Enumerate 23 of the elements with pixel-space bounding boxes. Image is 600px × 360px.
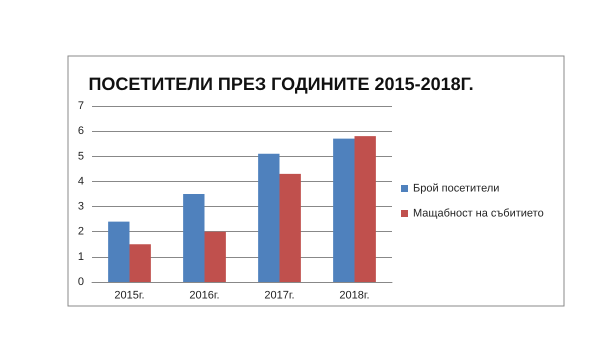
y-tick-label: 3 bbox=[78, 200, 84, 213]
bar bbox=[204, 232, 226, 282]
x-tick-label: 2016г. bbox=[189, 290, 220, 302]
y-tick-label: 0 bbox=[78, 276, 84, 288]
x-tick-label: 2017г. bbox=[264, 290, 295, 302]
bar bbox=[258, 154, 280, 282]
y-tick-label: 7 bbox=[78, 100, 84, 112]
y-tick-label: 2 bbox=[78, 226, 84, 238]
bar bbox=[280, 174, 301, 282]
bar bbox=[130, 244, 151, 282]
y-tick-label: 5 bbox=[78, 150, 84, 162]
y-tick-label: 4 bbox=[78, 175, 84, 188]
bar bbox=[183, 194, 204, 282]
x-tick-label: 2018г. bbox=[339, 290, 370, 302]
bar bbox=[108, 222, 130, 282]
chart-title: ПОСЕТИТЕЛИ ПРЕЗ ГОДИНИТЕ 2015-2018Г. bbox=[88, 74, 474, 94]
bar bbox=[354, 136, 376, 282]
bar bbox=[333, 138, 354, 282]
legend-label: Мащабност на събитието bbox=[413, 208, 544, 220]
legend-label: Брой посетители bbox=[413, 182, 500, 194]
y-tick-label: 6 bbox=[78, 125, 84, 138]
x-tick-label: 2015г. bbox=[114, 290, 145, 302]
y-tick-label: 1 bbox=[78, 250, 84, 263]
